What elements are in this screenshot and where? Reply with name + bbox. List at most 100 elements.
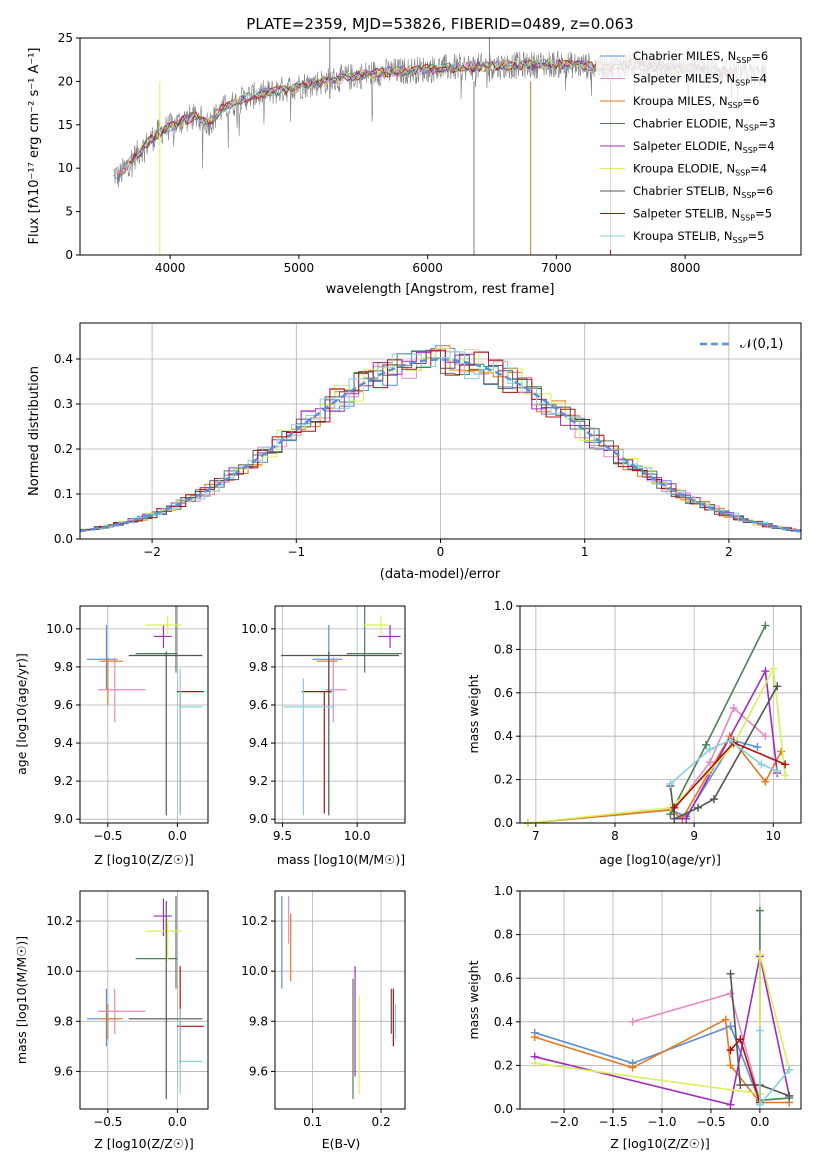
axes-frame bbox=[274, 605, 406, 824]
series-marker bbox=[785, 1065, 794, 1074]
y-tick-label: 10.0 bbox=[46, 964, 73, 978]
series-marker bbox=[755, 1100, 764, 1109]
series-marker bbox=[530, 1033, 539, 1042]
y-tick-label: 9.8 bbox=[249, 660, 268, 674]
series-marker bbox=[721, 1015, 730, 1024]
x-tick-label: 10.0 bbox=[344, 829, 371, 843]
legend-entry: Chabrier MILES, NSSP=6 bbox=[633, 49, 768, 65]
series-marker bbox=[781, 760, 790, 769]
x-tick-label: 4000 bbox=[155, 261, 186, 275]
series-marker bbox=[628, 1063, 637, 1072]
series-marker bbox=[761, 732, 770, 741]
spectrum-axes: 4000 5000 6000 7000 8000 0 5 10 15 20 25 Chabrier M… bbox=[58, 31, 802, 275]
axes-frame bbox=[79, 322, 802, 540]
mass-vs-z-xlabel: Z [log10(Z/Z☉)] bbox=[94, 1136, 194, 1151]
y-tick-label: 9.0 bbox=[249, 812, 268, 826]
y-tick-label: 0.4 bbox=[54, 352, 73, 366]
y-tick-label: 0.6 bbox=[494, 971, 513, 985]
y-tick-label: 9.0 bbox=[54, 812, 73, 826]
x-tick-label: −1.0 bbox=[647, 1115, 676, 1129]
y-tick-label: 10.2 bbox=[241, 914, 268, 928]
series-marker bbox=[769, 664, 778, 673]
mass-vs-ebv-xlabel: E(B-V) bbox=[322, 1136, 361, 1151]
series-marker bbox=[761, 777, 770, 786]
x-tick-label: −0.5 bbox=[696, 1115, 725, 1129]
x-tick-label: −1 bbox=[287, 545, 305, 559]
series-marker bbox=[670, 803, 679, 812]
series-marker bbox=[736, 1035, 745, 1044]
histogram-series bbox=[80, 350, 801, 531]
x-tick-label: 0.2 bbox=[372, 1115, 391, 1129]
figure-title: PLATE=2359, MJD=53826, FIBERID=0489, z=0… bbox=[246, 15, 633, 33]
error-cross bbox=[99, 1003, 124, 1039]
spectrum-xlabel: wavelength [Angstrom, rest frame] bbox=[326, 282, 555, 297]
x-tick-label: −2.0 bbox=[549, 1115, 578, 1129]
series-marker bbox=[761, 667, 770, 676]
histogram-series bbox=[89, 351, 801, 533]
mass-weight-series bbox=[534, 956, 791, 1106]
error-cross bbox=[312, 625, 343, 690]
y-tick-label: 0.8 bbox=[494, 642, 513, 656]
y-tick-label: 9.6 bbox=[249, 1064, 268, 1078]
x-tick-label: −0.5 bbox=[93, 1115, 122, 1129]
mass-weight-series bbox=[534, 1018, 790, 1104]
error-cross bbox=[99, 657, 124, 705]
y-tick-label: 1.0 bbox=[494, 599, 513, 613]
legend-entry: Salpeter MILES, NSSP=4 bbox=[633, 72, 767, 88]
x-tick-label: 0 bbox=[437, 545, 445, 559]
y-tick-label: 0 bbox=[65, 248, 73, 262]
series-marker bbox=[726, 1046, 735, 1055]
legend-entry: Salpeter ELODIE, NSSP=4 bbox=[633, 139, 775, 155]
error-cross bbox=[178, 1008, 203, 1094]
mw-vs-z-ylabel: mass weight bbox=[466, 960, 481, 1039]
gaussian-curve bbox=[79, 358, 802, 533]
age-vs-z-xlabel: Z [log10(Z/Z☉)] bbox=[94, 852, 194, 867]
series-marker bbox=[709, 795, 718, 804]
y-tick-label: 10.0 bbox=[241, 964, 268, 978]
series-marker bbox=[755, 906, 764, 915]
y-tick-label: 10.2 bbox=[46, 914, 73, 928]
y-tick-label: 0.2 bbox=[54, 442, 73, 456]
y-tick-label: 9.8 bbox=[249, 1014, 268, 1028]
mass-weight-series bbox=[534, 954, 791, 1095]
y-tick-label: 0.8 bbox=[494, 928, 513, 942]
y-tick-label: 9.4 bbox=[249, 736, 268, 750]
mass-weight-series bbox=[669, 625, 767, 815]
residual-axes: −2 −1 0 1 2 0.0 0.1 0.2 0.3 0.4 𝒩(0,1) bbox=[54, 322, 802, 559]
x-tick-label: 7 bbox=[532, 829, 540, 843]
mass-weight-series bbox=[674, 668, 779, 820]
error-cross bbox=[280, 651, 400, 816]
axes-frame bbox=[274, 890, 406, 1110]
x-tick-label: 9.5 bbox=[273, 829, 292, 843]
series-marker bbox=[729, 703, 738, 712]
axes-frame bbox=[519, 890, 802, 1110]
y-tick-label: 9.8 bbox=[54, 1014, 73, 1028]
legend-entry: Kroupa STELIB, NSSP=5 bbox=[633, 229, 764, 245]
axes-frame bbox=[79, 605, 209, 824]
y-tick-label: 9.6 bbox=[54, 1064, 73, 1078]
error-cross bbox=[378, 625, 401, 648]
legend-entry: Kroupa ELODIE, NSSP=4 bbox=[633, 162, 767, 178]
x-tick-label: 8 bbox=[611, 829, 619, 843]
x-tick-label: 0.1 bbox=[303, 1115, 322, 1129]
histogram-series bbox=[84, 350, 801, 531]
x-tick-label: 7000 bbox=[541, 261, 572, 275]
axes-frame bbox=[79, 890, 209, 1110]
y-tick-label: 9.6 bbox=[54, 698, 73, 712]
series-marker bbox=[726, 1061, 735, 1070]
x-tick-label: 6000 bbox=[412, 261, 443, 275]
error-cross bbox=[177, 691, 204, 814]
series-marker bbox=[785, 1091, 794, 1100]
y-tick-label: 9.6 bbox=[249, 698, 268, 712]
x-tick-label: 2 bbox=[725, 545, 733, 559]
error-cross bbox=[128, 651, 203, 816]
error-cross bbox=[316, 657, 338, 705]
error-cross bbox=[178, 668, 203, 816]
series-marker bbox=[726, 1022, 735, 1031]
legend-entry: Chabrier STELIB, NSSP=6 bbox=[633, 184, 773, 200]
error-cross bbox=[135, 896, 178, 989]
mw-vs-age-xlabel: age [log10(age/yr)] bbox=[599, 852, 721, 867]
mass-weight-series bbox=[527, 734, 782, 824]
spectrum-ylabel: Flux [fλ10⁻¹⁷ erg cm⁻² s⁻¹ A⁻¹] bbox=[27, 48, 42, 245]
y-tick-label: 0.1 bbox=[54, 487, 73, 501]
